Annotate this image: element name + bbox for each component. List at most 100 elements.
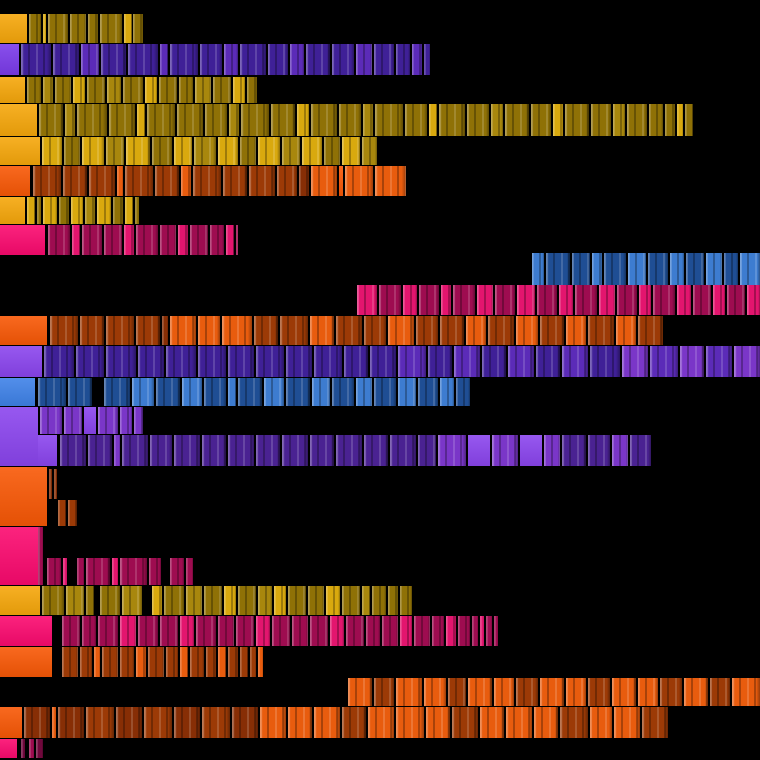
segment-violetM [98, 407, 118, 434]
segment-purpleM [412, 44, 422, 75]
segment-gold [677, 104, 683, 136]
segment-blueL [264, 378, 284, 406]
segment-orangeL [180, 647, 188, 677]
segment-orangeL [260, 707, 286, 738]
segment-purpleD [198, 346, 226, 377]
segment-purpleM [290, 44, 304, 75]
segment-gold [42, 137, 62, 165]
segment-gold [429, 104, 437, 136]
segment-pinkD [160, 616, 178, 646]
segment-orangeL [314, 707, 340, 738]
segment-pinkL [120, 616, 136, 646]
segment-orangeL [375, 166, 406, 196]
segment-pinkD [292, 616, 308, 646]
segment-gold [218, 137, 238, 165]
segment-pinkD [495, 285, 515, 315]
segment-violetB [520, 435, 542, 466]
segment-brick [33, 166, 61, 196]
segment-gold [224, 586, 236, 615]
segment-pinkD [379, 285, 401, 315]
segment-pinkD [210, 225, 224, 255]
segment-brick [374, 678, 394, 706]
segment-olive [100, 14, 122, 43]
segment-orangeL [94, 647, 100, 677]
segment-oliveL [122, 586, 142, 615]
segment-purpleD [332, 44, 354, 75]
segment-violetD [256, 435, 280, 466]
segment-violetD [228, 435, 254, 466]
segment-orangeL [566, 316, 586, 345]
segment-brick [62, 647, 78, 677]
segment-olive [133, 14, 143, 43]
segment-pinkD [453, 285, 475, 315]
segment-brick [638, 316, 663, 345]
block-pink [0, 527, 760, 585]
segment-olive [665, 104, 675, 136]
segment-brick [106, 316, 134, 345]
segment-pinkL [63, 558, 67, 585]
segment-purpleM [398, 346, 426, 377]
segment-pinkD [62, 616, 80, 646]
segment-violetD [60, 435, 86, 466]
segment-violetD [588, 435, 610, 466]
segment-pinkD [382, 616, 398, 646]
segment-pinkD [149, 558, 161, 585]
segment-purpleD [370, 346, 396, 377]
segment-oliveL [282, 137, 300, 165]
segment-pinkD [136, 225, 158, 255]
segment-gold [174, 137, 192, 165]
segment-purpleD [128, 44, 158, 75]
segment-pinkL [180, 616, 194, 646]
segment-olive [591, 104, 611, 136]
bar-row-11-orange-long [0, 316, 760, 345]
segment-pinkD [272, 616, 290, 646]
segment-orangeL [198, 316, 220, 345]
segment-orangeL [540, 678, 564, 706]
segment-brick [80, 647, 92, 677]
segment-gold [342, 137, 360, 165]
segment-pinkD [48, 225, 70, 255]
segment-brick [144, 707, 172, 738]
segment-blueL [670, 253, 684, 285]
segment-brick [250, 647, 256, 677]
segment-brick [452, 707, 478, 738]
segment-blueD [648, 253, 668, 285]
segment-pinkD [236, 225, 238, 255]
segment-orangeL [368, 707, 394, 738]
segment-amber [0, 77, 25, 103]
segment-gold [326, 586, 340, 615]
segment-oliveL [43, 77, 53, 103]
segment-violetD [336, 435, 362, 466]
segment-olive [152, 137, 172, 165]
segment-purpleD [256, 346, 284, 377]
bar-row-04-olive-long [0, 104, 760, 136]
segment-orangeL [396, 707, 424, 738]
segment-brick [120, 647, 134, 677]
bar-row-07-amber [0, 197, 760, 224]
segment-oliveL [195, 77, 211, 103]
segment-orangeB [0, 316, 47, 345]
segment-pinkL [599, 285, 615, 315]
segment-brick [58, 500, 66, 526]
bar-row-10-crimson-right [0, 285, 760, 315]
bar-row-22-brick-long [0, 707, 760, 738]
segment-olive [64, 137, 80, 165]
segment-violetB [0, 346, 42, 377]
segment-orangeL [426, 707, 450, 738]
segment-blueL [132, 378, 154, 406]
segment-orangeL [732, 678, 760, 706]
segment-purpleD [138, 346, 164, 377]
segment-violetD [282, 435, 308, 466]
segment-violetM [622, 346, 648, 377]
segment-olive [55, 77, 71, 103]
segment-pinkL [226, 225, 234, 255]
segment-brickD [24, 707, 50, 738]
segment-pinkL [517, 285, 535, 315]
segment-oliveL [66, 586, 84, 615]
segment-brickD [49, 469, 52, 499]
segment-blueB [0, 378, 35, 406]
segment-violetM [438, 435, 466, 466]
segment-blueL [532, 253, 544, 285]
segment-brick [277, 166, 297, 196]
segment-brickD [174, 707, 200, 738]
